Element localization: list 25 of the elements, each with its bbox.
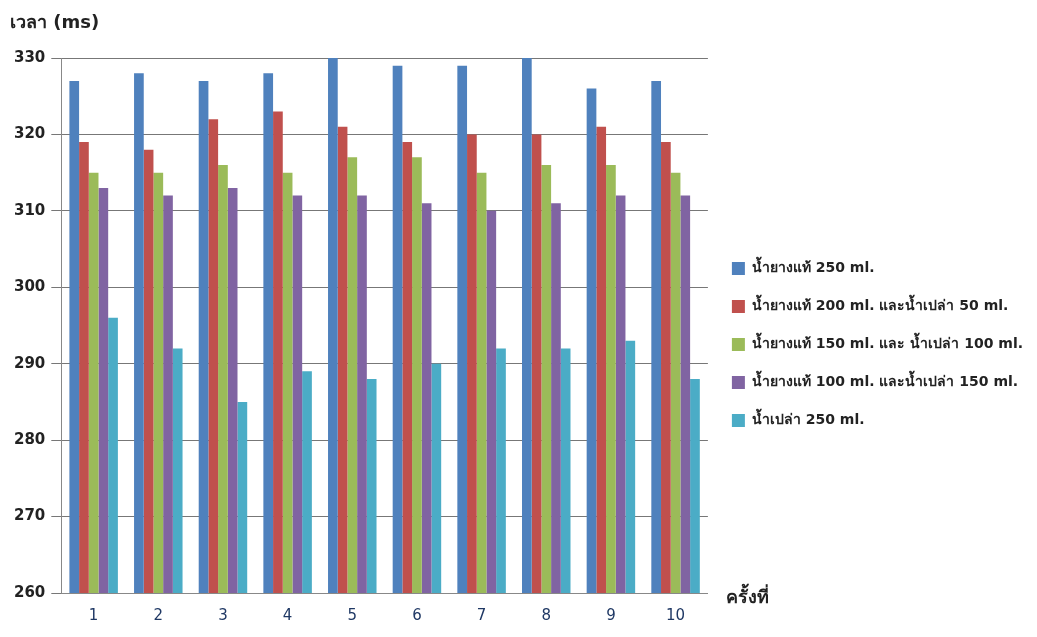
legend-label: น้ำยางแท้ 200 ml. และน้ำเปล่า 50 ml. (751, 294, 1009, 314)
y-tick-label: 330 (14, 47, 46, 66)
y-tick-label: 260 (14, 582, 46, 601)
y-axis-title: เวลา (ms) (10, 10, 100, 32)
x-tick-label: 10 (666, 605, 686, 624)
x-tick-label: 8 (541, 605, 552, 624)
y-tick-label: 280 (14, 430, 46, 449)
legend-label: น้ำยางแท้ 100 ml. และน้ำเปล่า 150 ml. (751, 370, 1019, 390)
legend-label: น้ำเปล่า 250 ml. (751, 408, 865, 428)
x-tick-label: 6 (412, 605, 422, 624)
x-tick-label: 5 (347, 605, 358, 624)
x-tick-label: 3 (218, 605, 228, 624)
x-tick-label: 1 (88, 605, 99, 624)
x-tick-label: 7 (476, 605, 487, 624)
x-axis-title: ครั้งที่ (725, 582, 769, 607)
x-tick-label: 2 (153, 605, 164, 624)
y-tick-label: 270 (14, 506, 46, 525)
y-tick-label: 290 (14, 353, 46, 372)
x-tick-label: 9 (606, 605, 616, 624)
y-tick-label: 320 (14, 124, 46, 143)
legend-label: น้ำยางแท้ 250 ml. (751, 256, 875, 276)
y-tick-label: 310 (14, 200, 46, 219)
y-tick-label: 300 (14, 277, 46, 296)
x-tick-label: 4 (282, 605, 293, 624)
legend-label: น้ำยางแท้ 150 ml. และ น้ำเปล่า 100 ml. (751, 332, 1024, 352)
